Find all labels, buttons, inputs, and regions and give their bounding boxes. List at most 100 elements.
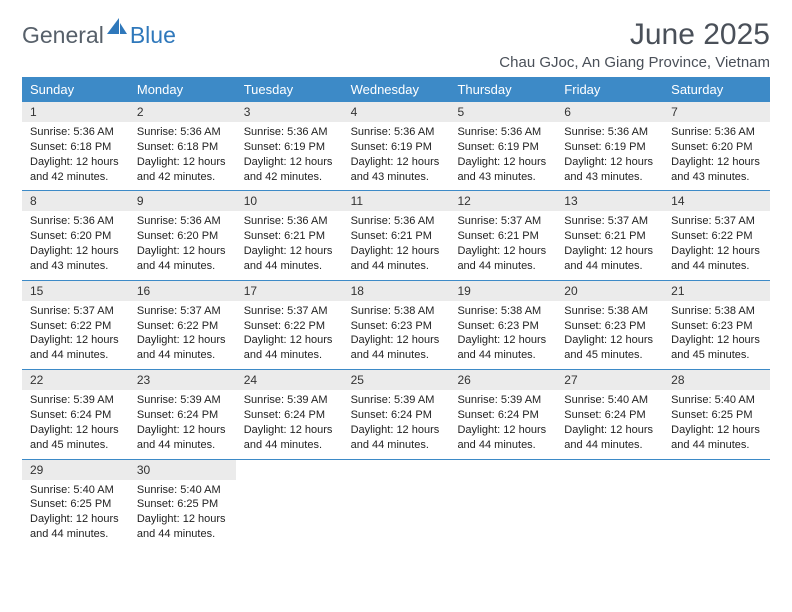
sunrise-label: Sunrise: bbox=[564, 126, 604, 138]
sunset-label: Sunset: bbox=[351, 141, 388, 153]
day-cell: 20Sunrise: 5:38 AMSunset: 6:23 PMDayligh… bbox=[556, 281, 663, 369]
sunset-label: Sunset: bbox=[564, 141, 601, 153]
daylight-minutes: 44 bbox=[479, 349, 491, 361]
day-details: Sunrise: 5:38 AMSunset: 6:23 PMDaylight:… bbox=[556, 304, 663, 363]
day-number: 29 bbox=[22, 460, 129, 480]
sunrise-value: 5:36 AM bbox=[715, 126, 755, 138]
daylight-hours: 12 bbox=[76, 424, 88, 436]
daylight-label: Daylight: bbox=[137, 424, 180, 436]
brand-text-1: General bbox=[22, 22, 104, 49]
sunrise-label: Sunrise: bbox=[671, 215, 711, 227]
sunrise-value: 5:37 AM bbox=[73, 305, 113, 317]
daylight-label: Daylight: bbox=[137, 513, 180, 525]
daylight-minutes: 44 bbox=[265, 439, 277, 451]
day-header: Monday bbox=[129, 77, 236, 102]
day-header: Friday bbox=[556, 77, 663, 102]
sunrise-value: 5:37 AM bbox=[608, 215, 648, 227]
day-cell bbox=[663, 460, 770, 548]
sunrise-label: Sunrise: bbox=[564, 394, 604, 406]
day-cell: 19Sunrise: 5:38 AMSunset: 6:23 PMDayligh… bbox=[449, 281, 556, 369]
day-cell: 12 Sunrise: 5:37 AMSunset: 6:21 PMDayligh… bbox=[449, 191, 556, 279]
day-details: Sunrise: 5:38 AMSunset: 6:23 PMDaylight:… bbox=[343, 304, 450, 363]
sunrise-value: 5:40 AM bbox=[180, 484, 220, 496]
sunrise-label: Sunrise: bbox=[351, 305, 391, 317]
sunrise-label: Sunrise: bbox=[30, 305, 70, 317]
day-number: 24 bbox=[236, 370, 343, 390]
day-cell: 1Sunrise: 5:36 AMSunset: 6:18 PMDaylight… bbox=[22, 102, 129, 190]
sunset-label: Sunset: bbox=[564, 320, 601, 332]
sunrise-value: 5:39 AM bbox=[287, 394, 327, 406]
daylight-minutes: 45 bbox=[693, 349, 705, 361]
sunset-label: Sunset: bbox=[30, 498, 67, 510]
sunset-label: Sunset: bbox=[30, 320, 67, 332]
sunset-value: 6:24 PM bbox=[70, 409, 111, 421]
day-header: Saturday bbox=[663, 77, 770, 102]
day-cell: 9Sunrise: 5:36 AMSunset: 6:20 PMDaylight… bbox=[129, 191, 236, 279]
daylight-minutes: 44 bbox=[51, 349, 63, 361]
sunset-label: Sunset: bbox=[564, 409, 601, 421]
day-cell: 25Sunrise: 5:39 AMSunset: 6:24 PMDayligh… bbox=[343, 370, 450, 458]
daylight-hours: 12 bbox=[717, 156, 729, 168]
day-cell: 21Sunrise: 5:38 AMSunset: 6:23 PMDayligh… bbox=[663, 281, 770, 369]
day-cell: 3Sunrise: 5:36 AMSunset: 6:19 PMDaylight… bbox=[236, 102, 343, 190]
day-number: 6 bbox=[556, 102, 663, 122]
sunset-value: 6:20 PM bbox=[177, 230, 218, 242]
sunrise-label: Sunrise: bbox=[30, 215, 70, 227]
day-cell: 22Sunrise: 5:39 AMSunset: 6:24 PMDayligh… bbox=[22, 370, 129, 458]
day-details: Sunrise: 5:37 AMSunset: 6:21 PMDaylight:… bbox=[449, 214, 556, 273]
day-number: 12 bbox=[449, 191, 556, 211]
daylight-minutes: 44 bbox=[479, 439, 491, 451]
daylight-minutes: 44 bbox=[158, 528, 170, 540]
day-cell: 30Sunrise: 5:40 AMSunset: 6:25 PMDayligh… bbox=[129, 460, 236, 548]
location: Chau GJoc, An Giang Province, Vietnam bbox=[499, 54, 770, 71]
sail-icon bbox=[107, 18, 127, 39]
sunrise-label: Sunrise: bbox=[457, 305, 497, 317]
sunrise-label: Sunrise: bbox=[137, 484, 177, 496]
brand-logo: General Blue bbox=[22, 18, 176, 49]
day-number: 18 bbox=[343, 281, 450, 301]
sunrise-value: 5:38 AM bbox=[501, 305, 541, 317]
daylight-label: Daylight: bbox=[30, 424, 73, 436]
sunset-label: Sunset: bbox=[137, 409, 174, 421]
sunset-value: 6:18 PM bbox=[70, 141, 111, 153]
day-details: Sunrise: 5:36 AMSunset: 6:20 PMDaylight:… bbox=[129, 214, 236, 273]
day-cell bbox=[343, 460, 450, 548]
sunrise-label: Sunrise: bbox=[137, 215, 177, 227]
day-cell: 18 Sunrise: 5:38 AMSunset: 6:23 PMDayligh… bbox=[343, 281, 450, 369]
month-title: June 2025 bbox=[499, 18, 770, 52]
daylight-minutes: 43 bbox=[479, 171, 491, 183]
sunset-value: 6:18 PM bbox=[177, 141, 218, 153]
sunrise-value: 5:37 AM bbox=[501, 215, 541, 227]
daylight-minutes: 44 bbox=[372, 349, 384, 361]
day-header: Wednesday bbox=[343, 77, 450, 102]
sunset-value: 6:21 PM bbox=[605, 230, 646, 242]
day-header: Thursday bbox=[449, 77, 556, 102]
day-cell: 28Sunrise: 5:40 AMSunset: 6:25 PMDayligh… bbox=[663, 370, 770, 458]
daylight-hours: 12 bbox=[76, 513, 88, 525]
sunrise-value: 5:36 AM bbox=[73, 126, 113, 138]
daylight-minutes: 42 bbox=[51, 171, 63, 183]
daylight-hours: 12 bbox=[290, 424, 302, 436]
day-number: 13 bbox=[556, 191, 663, 211]
day-number: 10 bbox=[236, 191, 343, 211]
sunrise-label: Sunrise: bbox=[457, 394, 497, 406]
daylight-hours: 12 bbox=[610, 424, 622, 436]
day-cell: 27Sunrise: 5:40 AMSunset: 6:24 PMDayligh… bbox=[556, 370, 663, 458]
daylight-label: Daylight: bbox=[244, 245, 287, 257]
daylight-minutes: 43 bbox=[372, 171, 384, 183]
sunrise-label: Sunrise: bbox=[457, 126, 497, 138]
daylight-minutes: 43 bbox=[693, 171, 705, 183]
sunset-value: 6:23 PM bbox=[391, 320, 432, 332]
day-number: 5 bbox=[449, 102, 556, 122]
sunset-label: Sunset: bbox=[244, 230, 281, 242]
day-header-row: SundayMondayTuesdayWednesdayThursdayFrid… bbox=[22, 77, 770, 102]
day-details: Sunrise: 5:37 AMSunset: 6:22 PMDaylight:… bbox=[22, 304, 129, 363]
sunset-label: Sunset: bbox=[564, 230, 601, 242]
daylight-minutes: 43 bbox=[51, 260, 63, 272]
day-number: 17 bbox=[236, 281, 343, 301]
daylight-label: Daylight: bbox=[671, 424, 714, 436]
day-number: 11 bbox=[343, 191, 450, 211]
day-details: Sunrise: 5:37 AMSunset: 6:22 PMDaylight:… bbox=[663, 214, 770, 273]
sunset-value: 6:25 PM bbox=[70, 498, 111, 510]
sunrise-label: Sunrise: bbox=[351, 126, 391, 138]
